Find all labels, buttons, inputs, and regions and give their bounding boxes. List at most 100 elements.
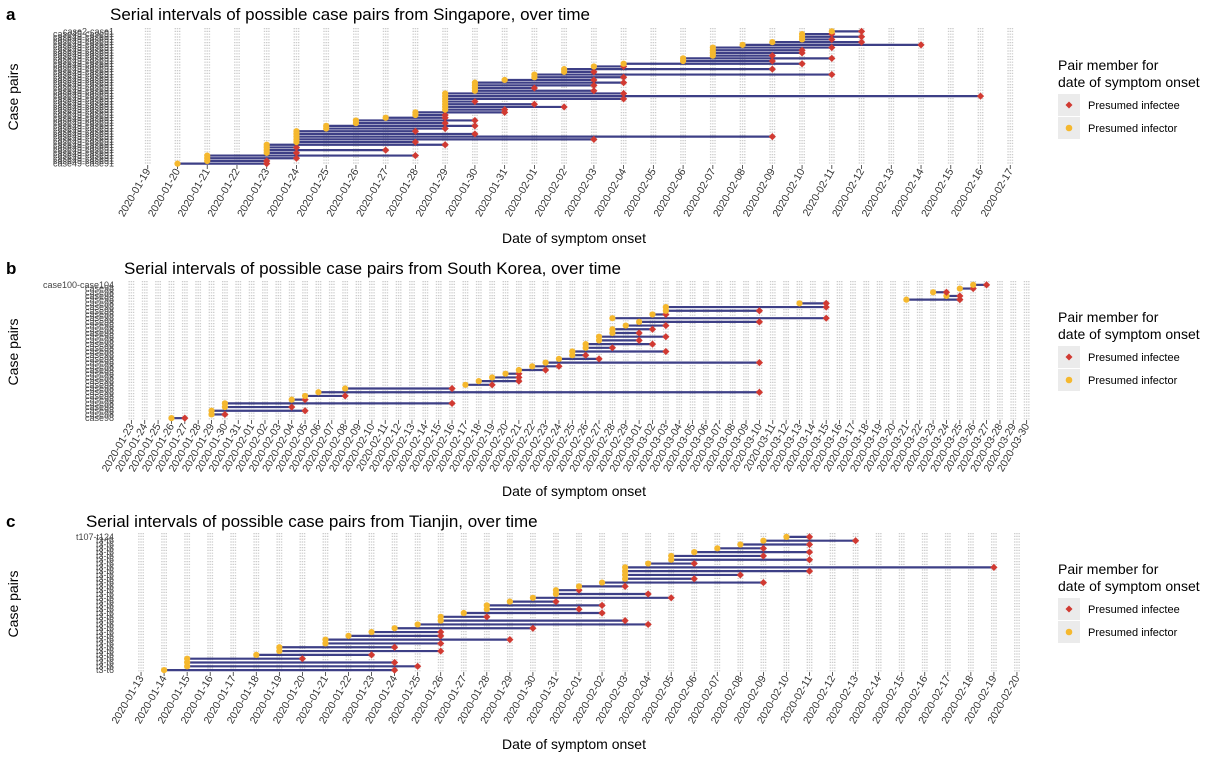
y-tick-label: case49-case91 [53, 67, 114, 77]
infector-point [301, 392, 309, 400]
infectee-point [917, 41, 925, 49]
legend-title-line1: Pair member for [1058, 309, 1159, 325]
infectee-point [441, 124, 449, 133]
infectee-point [437, 632, 445, 640]
infectee-point [759, 544, 767, 552]
infector-point [903, 296, 910, 303]
y-tick-label: case49-case91 [53, 91, 114, 101]
legend-label-infectee: Presumed infectee [1088, 604, 1180, 616]
y-tick-label: t3-t6 [96, 612, 114, 622]
y-tick-label: t3-t6 [96, 585, 114, 595]
infectee-point [411, 151, 420, 160]
y-tick-label: t3-t6 [96, 623, 114, 633]
legend-title-line2: date of symptom onset [1058, 74, 1200, 90]
y-tick-label: case49-case91 [53, 118, 114, 128]
y-tick-label: case49-case91 [53, 115, 114, 125]
infectee-point [598, 601, 606, 610]
infectee-point [590, 68, 598, 76]
infector-point [796, 300, 803, 307]
y-axis-title: Case pairs [5, 319, 21, 386]
infectee-point [437, 639, 445, 648]
infectee-point [590, 81, 598, 89]
infectee-point [798, 60, 806, 68]
y-tick-label: case49-case91 [53, 51, 114, 61]
legend-infector-icon [1065, 628, 1073, 636]
infector-point [391, 625, 398, 632]
infectee-point [822, 303, 830, 311]
infectee-point [759, 578, 767, 587]
infector-point [382, 114, 389, 121]
infector-point [598, 579, 606, 586]
y-tick-label: t3-t6 [96, 570, 114, 580]
infector-point [288, 396, 295, 403]
infector-point [798, 30, 806, 38]
y-tick-label: case49-case91 [53, 75, 114, 85]
y-tick-label: case98 [85, 321, 114, 331]
y-tick-label: case49-case91 [53, 134, 114, 144]
infector-point [609, 315, 616, 322]
infector-point [679, 55, 687, 62]
infectee-point [822, 299, 830, 307]
y-tick-label: case49-case91 [53, 43, 114, 53]
x-axis-title: Date of symptom onset [502, 483, 646, 499]
infector-point [442, 90, 449, 97]
infectee-point [506, 636, 514, 644]
y-tick-label: case98 [85, 313, 114, 323]
infectee-point [411, 127, 420, 135]
infector-point [342, 385, 349, 392]
infectee-point [590, 87, 598, 95]
y-tick-label: case49-case91 [53, 153, 114, 163]
y-tick-label: case49-case91 [53, 56, 114, 66]
y-tick-label: t3-t6 [96, 631, 114, 641]
infectee-point [341, 392, 349, 400]
y-tick-label: case49-case91 [53, 121, 114, 131]
chart-panel-a: a Serial intervals of possible case pairs… [5, 5, 1200, 246]
x-ticks: 2020-01-192020-01-202020-01-212020-01-22… [116, 165, 1016, 219]
infectee-point [530, 100, 538, 108]
infector-point [414, 621, 421, 628]
y-tick-label: case98 [85, 332, 114, 342]
y-tick-label: case49-case91 [53, 61, 114, 71]
infector-point [552, 587, 560, 594]
infectee-point [635, 336, 643, 344]
infector-point [437, 613, 444, 620]
infectee-point [590, 135, 598, 143]
infectee-point [301, 407, 309, 415]
infectee-point [798, 46, 806, 54]
infector-point [769, 39, 776, 46]
y-tick-label: case49-case91 [53, 48, 114, 58]
y-tick-label: t3-t6 [96, 559, 114, 569]
infector-point [529, 363, 536, 370]
infector-point [714, 545, 721, 552]
x-axis-title: Date of symptom onset [502, 230, 646, 246]
chart-title: Serial intervals of possible case pairs … [124, 259, 621, 278]
infector-point [276, 644, 283, 651]
infectee-point [857, 27, 866, 35]
infectee-point [768, 133, 776, 141]
infectee-point [768, 65, 776, 73]
infectee-point [956, 292, 964, 300]
y-tick-label: case49-case91 [53, 72, 114, 82]
infectee-point [805, 548, 814, 556]
y-tick-label: case98 [85, 298, 114, 308]
infectee-point [515, 373, 523, 382]
infectee-point [448, 399, 456, 407]
infector-point [322, 636, 329, 643]
y-tick-label: case98 [85, 347, 114, 357]
y-tick-label: case49-case91 [53, 99, 114, 109]
infector-point [622, 564, 629, 571]
infectee-point [608, 344, 617, 352]
y-tick-label: case49-case91 [53, 80, 114, 90]
y-tick-label: case49-case91 [53, 29, 114, 39]
y-tick-label: case98 [85, 402, 114, 412]
y-tick-label: case98 [85, 350, 114, 360]
infectee-point [471, 130, 479, 138]
y-tick-label: case98 [85, 291, 114, 301]
infectee-point [471, 116, 479, 125]
y-tick-label: case98 [85, 361, 114, 371]
legend-infectee-icon [1065, 353, 1073, 361]
infector-point [263, 141, 270, 148]
y-tick-label: case98 [85, 302, 114, 312]
y-tick-label: t3-t6 [96, 657, 114, 667]
